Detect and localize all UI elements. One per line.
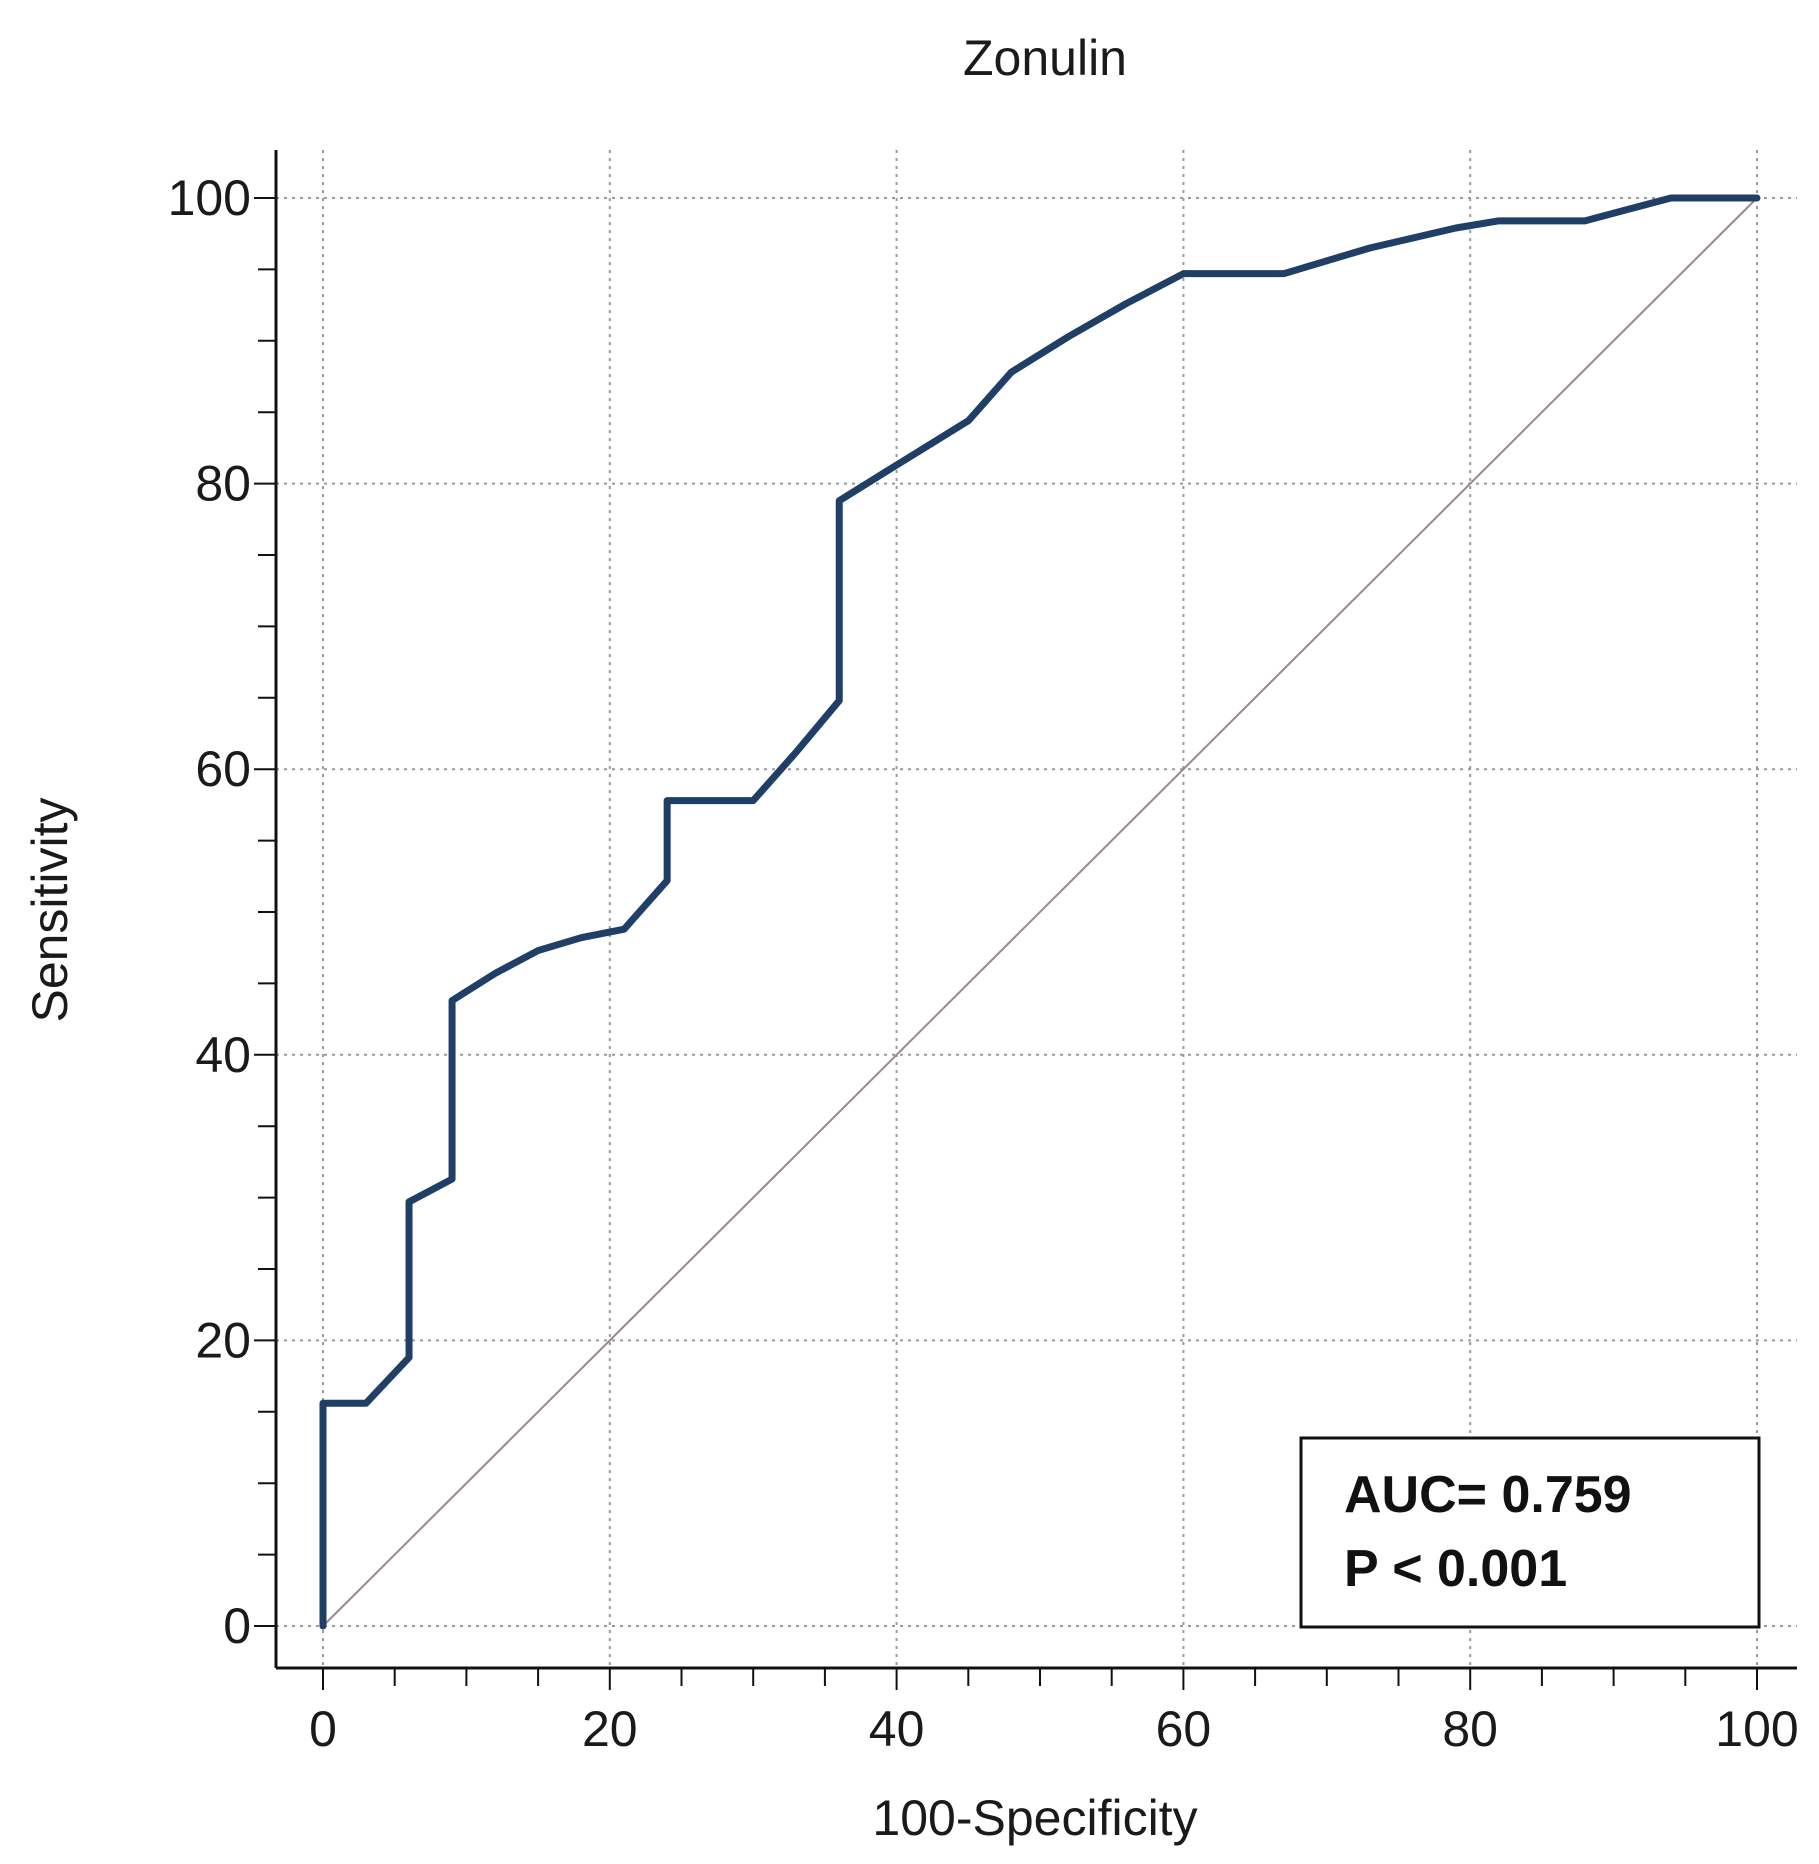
y-tick-label: 60 <box>195 741 251 797</box>
x-tick-label: 40 <box>869 1701 925 1757</box>
x-axis-label: 100-Specificity <box>872 1790 1197 1846</box>
auc-value-text: AUC= 0.759 <box>1344 1466 1632 1524</box>
y-tick-label: 40 <box>195 1027 251 1083</box>
p-value-text: P < 0.001 <box>1344 1540 1567 1598</box>
x-tick-label: 60 <box>1156 1701 1212 1757</box>
x-tick-label: 20 <box>582 1701 638 1757</box>
y-tick-label: 0 <box>223 1598 251 1654</box>
chart-title: Zonulin <box>963 30 1127 86</box>
annotation-frame <box>1299 1436 1761 1629</box>
auc-annotation-box: AUC= 0.759 P < 0.001 <box>1299 1436 1761 1629</box>
axes <box>274 150 1797 1670</box>
reference-line-layer <box>322 197 1758 1627</box>
y-tick-label: 100 <box>168 170 251 226</box>
diagonal-reference-line <box>322 197 1758 1627</box>
y-axis-label: Sensitivity <box>22 797 78 1022</box>
roc-series-layer <box>319 194 1761 1630</box>
y-tick-label: 80 <box>195 456 251 512</box>
y-tick-label: 20 <box>195 1312 251 1368</box>
x-tick-label: 100 <box>1715 1701 1798 1757</box>
x-tick-label: 0 <box>309 1701 337 1757</box>
tick-marks-and-labels: 0 20 40 60 80 100 0 20 40 60 80 100 <box>168 170 1799 1757</box>
roc-curve-line <box>319 194 1761 1630</box>
x-tick-label: 80 <box>1442 1701 1498 1757</box>
